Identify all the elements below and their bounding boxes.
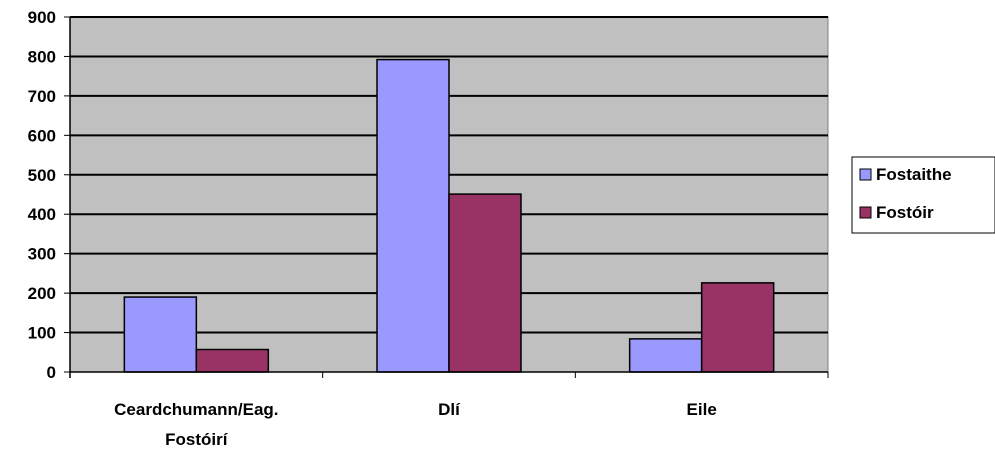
legend-swatch-fostaithe (860, 169, 871, 180)
y-tick-label: 600 (28, 126, 56, 145)
legend-label-fostaithe: Fostaithe (876, 165, 952, 184)
legend: Fostaithe Fostóir (852, 157, 995, 233)
bar-fostir-1 (449, 194, 521, 372)
x-tick-label: Ceardchumann/Eag. (114, 400, 278, 419)
x-tick-labels: Ceardchumann/Eag. Fostóirí Dlí Eile (114, 400, 717, 449)
bar-fostir-2 (702, 283, 774, 372)
y-tick-label: 0 (47, 363, 56, 382)
bar-fostaithe-0 (124, 297, 196, 372)
bar-fostaithe-1 (377, 60, 449, 372)
y-tick-label: 900 (28, 8, 56, 27)
y-tick-label: 700 (28, 87, 56, 106)
x-tick-label: Eile (687, 400, 717, 419)
y-tick-label: 100 (28, 324, 56, 343)
y-tick-label: 200 (28, 284, 56, 303)
x-tick-label: Dlí (438, 400, 461, 419)
y-tick-label: 300 (28, 245, 56, 264)
bar-fostaithe-2 (630, 339, 702, 372)
y-tick-labels: 0 100 200 300 400 500 600 700 800 900 (28, 8, 70, 382)
bar-fostir-0 (196, 350, 268, 372)
x-tick-label: Fostóirí (165, 430, 229, 449)
legend-label-fostoir: Fostóir (876, 203, 934, 222)
y-tick-label: 500 (28, 166, 56, 185)
y-tick-label: 400 (28, 205, 56, 224)
legend-swatch-fostoir (860, 207, 871, 218)
y-tick-label: 800 (28, 47, 56, 66)
